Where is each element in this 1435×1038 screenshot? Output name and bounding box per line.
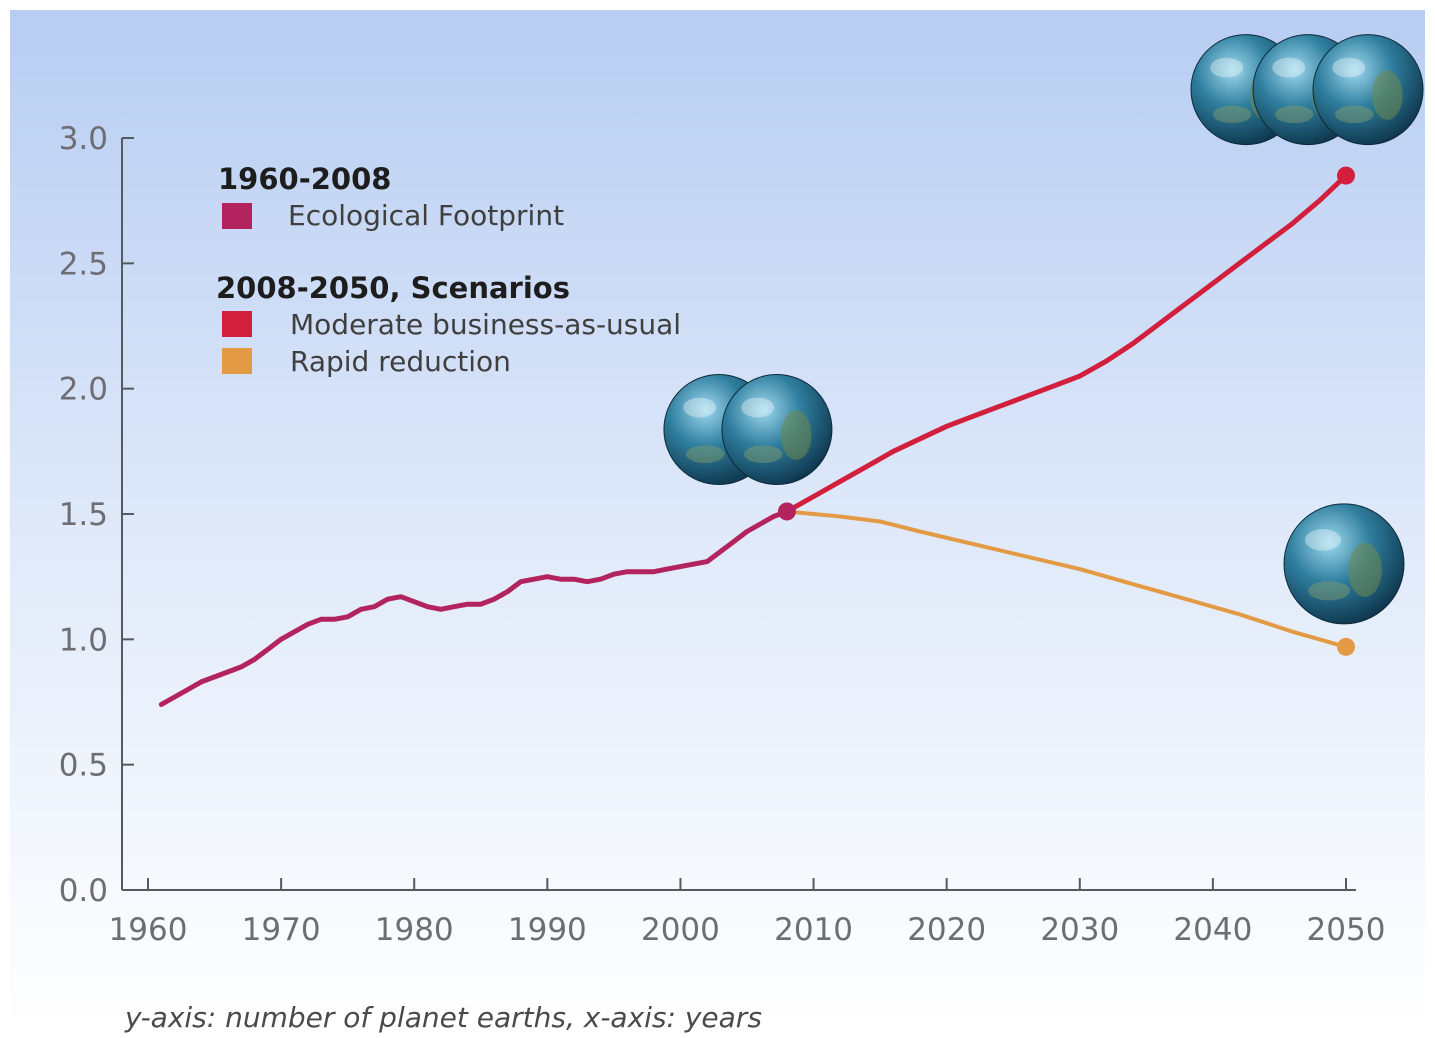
globe-illustrations xyxy=(663,34,1424,625)
series-line-2 xyxy=(784,509,1348,649)
x-tick-label: 1960 xyxy=(109,912,188,948)
y-tick-label: 0.0 xyxy=(59,873,108,909)
series-lines xyxy=(158,173,1349,707)
legend-swatch-ecological-footprint xyxy=(222,203,252,229)
y-tick-label: 2.5 xyxy=(59,246,108,282)
x-tick-label: 2040 xyxy=(1173,912,1252,948)
y-tick-label: 1.0 xyxy=(59,622,108,658)
x-tick-label: 2000 xyxy=(641,912,720,948)
legend-label-moderate: Moderate business-as-usual xyxy=(290,308,681,341)
legend-swatch-moderate xyxy=(222,311,252,337)
x-tick-label: 2050 xyxy=(1307,912,1386,948)
axes: 0.0 0.5 1.0 1.5 2.0 2.5 3.0 1960 1970 1980 1990 200… xyxy=(59,121,1386,948)
globe-icon xyxy=(1312,34,1424,146)
marker-2008 xyxy=(777,502,796,521)
endpoint-markers xyxy=(777,166,1355,656)
legend-swatch-rapid xyxy=(222,348,252,374)
y-tick-label: 1.5 xyxy=(59,497,108,533)
chart-background xyxy=(10,10,1425,1025)
legend-label-rapid: Rapid reduction xyxy=(290,345,511,378)
y-tick-label: 2.0 xyxy=(59,372,108,408)
legend-heading-scenarios: 2008-2050, Scenarios xyxy=(216,271,570,305)
x-tick-label: 2020 xyxy=(907,912,986,948)
globe-icon xyxy=(1283,503,1405,625)
globe-icon xyxy=(721,373,833,485)
y-tick-label: 0.5 xyxy=(59,748,108,784)
marker-2050-rapid-reduction xyxy=(1337,637,1355,656)
x-tick-label: 1980 xyxy=(375,912,454,948)
y-tick-label: 3.0 xyxy=(59,121,108,157)
marker-2050-business-as-usual xyxy=(1337,166,1355,185)
series-line-0 xyxy=(158,509,790,707)
legend: 1960-2008 Ecological Footprint 2008-2050… xyxy=(216,162,681,378)
series-line-1 xyxy=(784,173,1349,514)
legend-label-ecological-footprint: Ecological Footprint xyxy=(288,199,564,232)
x-tick-label: 2010 xyxy=(774,912,853,948)
x-tick-label: 2030 xyxy=(1040,912,1119,948)
x-tick-label: 1990 xyxy=(508,912,587,948)
x-tick-label: 1970 xyxy=(242,912,321,948)
chart-caption: y-axis: number of planet earths, x-axis:… xyxy=(124,1001,762,1034)
legend-heading-1960-2008: 1960-2008 xyxy=(218,162,391,196)
